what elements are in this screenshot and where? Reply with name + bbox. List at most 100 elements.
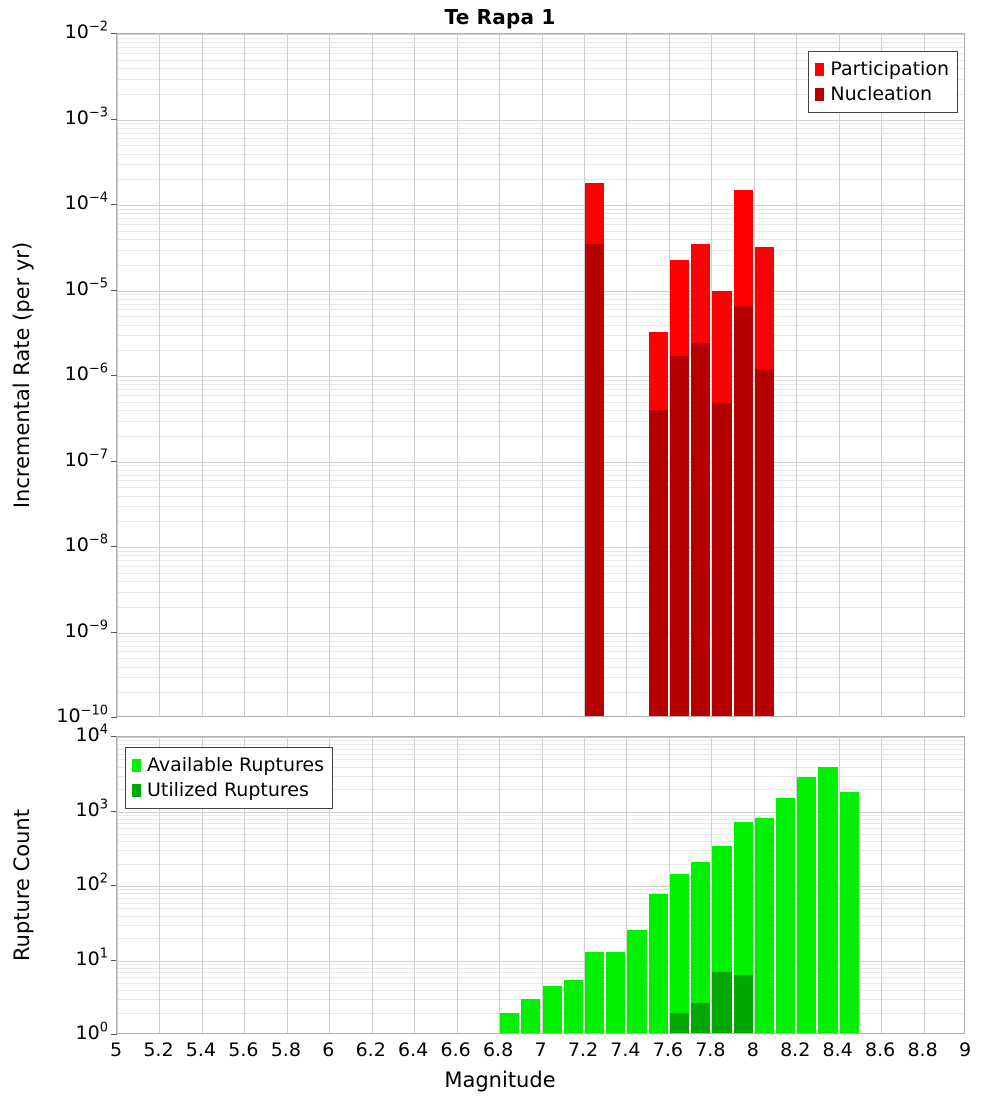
bar-utilized bbox=[691, 1002, 711, 1033]
gridline-horizontal bbox=[117, 350, 964, 352]
y-tick-label: 102 bbox=[75, 871, 108, 895]
gridline-vertical bbox=[542, 737, 543, 1033]
x-tick-label: 7.8 bbox=[695, 1039, 726, 1061]
y-tick-label: 10−7 bbox=[64, 447, 108, 471]
gridline-vertical bbox=[244, 34, 245, 716]
gridline-horizontal bbox=[117, 632, 964, 634]
gridline-horizontal bbox=[117, 208, 964, 210]
figure-title: Te Rapa 1 bbox=[444, 5, 556, 29]
y-tick-mark bbox=[111, 118, 117, 120]
gridline-horizontal bbox=[117, 435, 964, 437]
gridline-horizontal bbox=[117, 775, 964, 777]
bar-nucleation bbox=[669, 356, 690, 716]
y-tick-mark bbox=[111, 204, 117, 205]
bar-nucleation bbox=[733, 306, 753, 716]
gridline-vertical bbox=[881, 737, 882, 1033]
legend-item[interactable]: Available Ruptures bbox=[132, 753, 324, 778]
gridline-horizontal bbox=[117, 737, 964, 738]
gridline-vertical bbox=[584, 34, 585, 716]
legend-label: Nucleation bbox=[830, 83, 933, 105]
bar-available bbox=[754, 817, 774, 1033]
x-tick-label: 8.8 bbox=[907, 1039, 938, 1061]
legend-label: Available Ruptures bbox=[147, 754, 324, 776]
bar-available bbox=[563, 979, 583, 1033]
gridline-horizontal bbox=[117, 818, 964, 820]
gridline-horizontal bbox=[117, 960, 964, 962]
gridline-horizontal bbox=[117, 977, 964, 979]
gridline-horizontal bbox=[117, 902, 964, 904]
gridline-horizontal bbox=[117, 138, 964, 140]
x-tick-label: 5.4 bbox=[185, 1039, 216, 1061]
gridline-vertical bbox=[626, 737, 627, 1033]
gridline-horizontal bbox=[117, 811, 964, 813]
gridline-vertical bbox=[839, 737, 840, 1033]
gridline-horizontal bbox=[117, 42, 964, 44]
gridline-vertical bbox=[159, 34, 160, 716]
gridline-horizontal bbox=[117, 47, 964, 49]
legend-item[interactable]: Participation bbox=[815, 57, 949, 82]
bottom-panel-legend[interactable]: Available Ruptures Utilized Ruptures bbox=[125, 747, 333, 809]
gridline-horizontal bbox=[117, 1012, 964, 1014]
x-tick-label: 7.2 bbox=[567, 1039, 599, 1061]
gridline-vertical bbox=[584, 737, 585, 1033]
y-tick-mark bbox=[111, 885, 117, 886]
bar-available bbox=[648, 894, 668, 1033]
gridline-horizontal bbox=[117, 814, 964, 816]
bar-available bbox=[775, 798, 796, 1033]
y-tick-mark bbox=[111, 1034, 117, 1035]
legend-item[interactable]: Utilized Ruptures bbox=[132, 778, 324, 803]
gridline-horizontal bbox=[117, 677, 964, 679]
gridline-vertical bbox=[499, 737, 500, 1033]
gridline-horizontal bbox=[117, 924, 964, 926]
top-panel-legend[interactable]: Participation Nucleation bbox=[808, 51, 958, 113]
gridline-horizontal bbox=[117, 823, 964, 825]
x-tick-label: 5.8 bbox=[270, 1039, 301, 1061]
gridline-horizontal bbox=[117, 298, 964, 300]
gridline-horizontal bbox=[117, 591, 964, 593]
gridline-horizontal bbox=[117, 555, 964, 557]
bar-available bbox=[606, 952, 626, 1033]
x-tick-label: 8.6 bbox=[864, 1039, 896, 1061]
gridline-horizontal bbox=[117, 759, 964, 761]
gridline-horizontal bbox=[117, 967, 964, 969]
gridline-horizontal bbox=[117, 547, 964, 548]
y-tick-mark bbox=[111, 631, 117, 633]
gridline-horizontal bbox=[117, 645, 964, 647]
gridline-horizontal bbox=[117, 68, 964, 70]
gridline-horizontal bbox=[117, 384, 964, 386]
x-tick-label: 5 bbox=[109, 1039, 123, 1061]
y-tick-label: 10−3 bbox=[64, 105, 108, 129]
gridline-horizontal bbox=[117, 938, 964, 940]
gridline-vertical bbox=[669, 34, 670, 716]
gridline-horizontal bbox=[117, 897, 964, 899]
gridline-horizontal bbox=[117, 990, 964, 992]
x-tick-label: 8.2 bbox=[780, 1039, 811, 1061]
bar-nucleation bbox=[691, 343, 711, 716]
gridline-vertical bbox=[924, 34, 925, 716]
gridline-horizontal bbox=[117, 223, 964, 225]
gridline-horizontal bbox=[117, 379, 964, 381]
gridline-horizontal bbox=[117, 324, 964, 326]
gridline-horizontal bbox=[117, 651, 964, 653]
gridline-horizontal bbox=[117, 239, 964, 241]
gridline-horizontal bbox=[117, 465, 964, 467]
x-tick-label: 6 bbox=[322, 1039, 335, 1061]
gridline-horizontal bbox=[117, 294, 964, 296]
bar-utilized bbox=[712, 972, 732, 1033]
bar-utilized bbox=[669, 1012, 690, 1033]
gridline-horizontal bbox=[117, 153, 964, 155]
y-tick-mark bbox=[111, 736, 117, 737]
gridline-horizontal bbox=[117, 560, 964, 562]
gridline-horizontal bbox=[117, 78, 964, 80]
gridline-vertical bbox=[754, 34, 755, 716]
gridline-vertical bbox=[372, 34, 373, 716]
bar-available bbox=[521, 999, 541, 1033]
gridline-vertical bbox=[202, 737, 203, 1033]
gridline-horizontal bbox=[117, 410, 964, 412]
gridline-horizontal bbox=[117, 487, 964, 489]
legend-item[interactable]: Nucleation bbox=[815, 82, 949, 107]
gridline-vertical bbox=[202, 34, 203, 716]
top-y-axis-label: Incremental Rate (per yr) bbox=[10, 241, 34, 509]
gridline-horizontal bbox=[117, 841, 964, 843]
gridline-horizontal bbox=[117, 474, 964, 476]
